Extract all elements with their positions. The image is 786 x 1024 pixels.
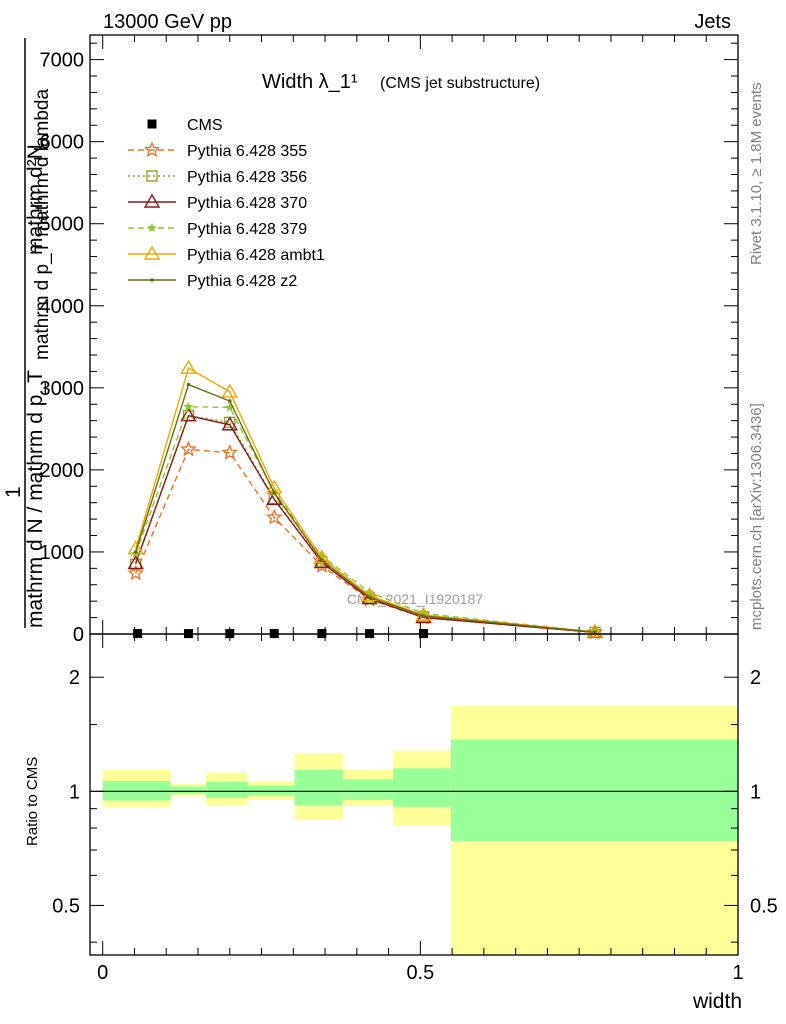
main-ylabel: mathrm d²N mathrm d p_T mathrm d lambda … <box>2 38 53 628</box>
ratio-plot: 0 0.5 1 0.5 0.5 1 1 2 2 <box>52 633 778 984</box>
ratio-y-tick-label-right: 2 <box>750 667 761 689</box>
data-point-z2 <box>320 558 324 562</box>
ratio-y-tick-label: 1 <box>69 781 80 803</box>
legend-label-p355: Pythia 6.428 355 <box>187 143 307 160</box>
ratio-inner-band <box>170 786 207 794</box>
header-left: 13000 GeV pp <box>103 11 232 33</box>
ratio-inner-band <box>294 769 343 806</box>
ratio-inner-band <box>247 785 295 796</box>
x-tick-label: 0.5 <box>406 962 434 984</box>
data-point-p370 <box>313 554 331 569</box>
ratio-inner-band <box>393 768 451 807</box>
series-line-p370 <box>135 414 596 634</box>
data-point-z2 <box>227 399 232 403</box>
ratio-y-tick-label: 2 <box>69 667 80 689</box>
series-line-p355 <box>135 448 596 634</box>
legend-label-p356: Pythia 6.428 356 <box>187 169 307 186</box>
legend-label-p370: Pythia 6.428 370 <box>187 195 307 212</box>
x-axis-label: width <box>692 990 742 1013</box>
rivet-label: Rivet 3.1.10, ≥ 1.8M events <box>748 83 765 266</box>
x-tick-label: 0 <box>97 962 108 984</box>
legend-marker-p379 <box>147 223 157 233</box>
y-tick-label: 4000 <box>40 296 85 318</box>
ratio-inner-band <box>206 781 248 799</box>
data-point-p355 <box>265 508 283 525</box>
ratio-y-tick-label: 0.5 <box>52 895 80 917</box>
header-right: Jets <box>694 11 731 33</box>
data-point-z2 <box>272 491 277 495</box>
ratio-ylabel: Ratio to CMS <box>24 757 41 846</box>
data-point-p355 <box>221 443 239 460</box>
legend-marker-cms <box>147 119 157 129</box>
legend-label-ambt1: Pythia 6.428 ambt1 <box>187 247 325 264</box>
data-point-z2 <box>367 595 372 599</box>
y-tick-label: 2000 <box>40 460 85 482</box>
ylabel-top: mathrm d²N <box>24 144 47 255</box>
legend-marker-p370 <box>143 193 161 208</box>
mcplots-label: mcplots.cern.ch [arXiv:1306.3436] <box>748 403 765 630</box>
ratio-frame <box>89 633 739 956</box>
x-tick-label: 1 <box>732 962 743 984</box>
chart-subtitle: (CMS jet substructure) <box>380 75 540 92</box>
data-point-z2 <box>186 382 191 387</box>
legend-marker-ambt1 <box>143 245 161 260</box>
ylabel-one: 1 <box>2 486 25 498</box>
y-tick-label: 0 <box>73 624 84 646</box>
data-point-p379 <box>225 402 235 412</box>
data-point-p370 <box>127 555 144 570</box>
data-point-p379 <box>183 401 194 411</box>
legend: CMS Pythia 6.428 355 Pythia 6.428 356 Pythi… <box>128 117 325 290</box>
data-point-ambt1 <box>180 359 197 374</box>
data-point-z2 <box>593 630 597 634</box>
data-point-ambt1 <box>221 383 238 398</box>
data-point-z2 <box>133 550 138 554</box>
ylabel-mid: mathrm d p_T mathrm d lambda <box>32 89 53 360</box>
data-point-z2 <box>421 614 426 618</box>
data-point-ambt1 <box>313 549 331 564</box>
y-tick-label: 1000 <box>40 542 85 564</box>
chart-title-text: Width λ_1¹ <box>262 71 358 93</box>
data-point-p370 <box>221 416 238 431</box>
main-plot: 0 1000 2000 3000 4000 5000 6000 7000 <box>40 34 739 646</box>
data-point-p355 <box>127 564 145 581</box>
data-point-p355 <box>180 440 197 457</box>
series-line-z2 <box>135 383 596 633</box>
ratio-inner-band <box>342 779 394 800</box>
legend-label-z2: Pythia 6.428 z2 <box>187 273 297 290</box>
legend-label-cms: CMS <box>187 117 223 134</box>
legend-label-p379: Pythia 6.428 379 <box>187 221 307 238</box>
y-tick-label: 6000 <box>40 132 85 154</box>
legend-marker-p355 <box>143 141 161 158</box>
y-tick-label: 7000 <box>40 50 85 72</box>
ratio-y-tick-label-right: 0.5 <box>750 895 778 917</box>
y-tick-label: 3000 <box>40 378 85 400</box>
chart-title: Width λ_1¹ (CMS jet substructure) <box>262 71 540 93</box>
ratio-y-tick-label-right: 1 <box>750 781 761 803</box>
data-point-ambt1 <box>586 623 604 638</box>
ylabel-bot: mathrm d N / mathrm d p_T <box>24 370 47 628</box>
data-point-p370 <box>180 407 197 422</box>
legend-marker-z2 <box>150 278 154 282</box>
ratio-inner-band <box>450 739 738 841</box>
y-tick-label: 5000 <box>40 214 85 236</box>
legend-marker-p356 <box>146 170 158 182</box>
